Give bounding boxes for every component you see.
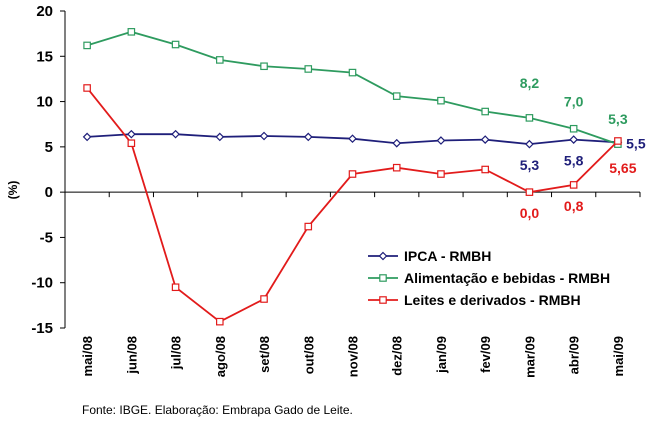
data-label: 5,3 [520,157,540,173]
x-tick-label: fev/09 [478,336,493,373]
data-label: 5,3 [608,111,628,127]
data-point [171,129,180,139]
data-point [126,129,136,139]
y-tick-label: 20 [36,3,53,20]
x-tick-label: out/08 [301,336,316,374]
x-tick-label: mai/08 [80,336,95,376]
data-point [171,40,180,49]
data-point [304,222,313,231]
data-point [614,137,622,145]
data-point [304,65,313,73]
x-tick-label: set/08 [257,336,272,373]
data-point [480,135,490,144]
data-point [216,56,224,64]
legend-marker [378,251,388,261]
y-tick-label: 10 [36,94,53,111]
y-tick-label: -15 [31,320,53,337]
data-label: 0,0 [520,205,540,221]
data-point [83,41,91,50]
data-label: 5,8 [564,153,584,169]
data-point [259,131,269,141]
legend-label: IPCA - RMBH [404,248,491,264]
x-tick-label: abr/09 [567,336,582,374]
data-point [481,107,489,116]
data-point [260,295,268,303]
x-tick-label: ago/08 [213,336,228,377]
data-label: 5,5 [626,135,646,151]
x-tick-label: mar/09 [522,336,537,378]
data-point [481,165,489,174]
data-point [569,135,579,144]
data-point [392,92,401,100]
data-point [215,132,225,142]
data-label: 0,8 [564,198,584,214]
data-label: 5,65 [609,160,636,176]
data-label: 8,2 [520,75,540,91]
x-tick-label: nov/08 [346,336,361,377]
data-point [83,84,91,92]
x-tick-label: jun/08 [124,336,139,375]
x-tick-label: jul/08 [169,336,184,370]
legend-label: Alimentação e bebidas - RMBH [404,270,610,286]
x-tick-label: dez/08 [390,336,405,376]
y-tick-label: 0 [45,184,53,201]
source-note: Fonte: IBGE. Elaboração: Embrapa Gado de… [82,403,353,417]
data-point [127,28,136,36]
data-point [436,136,446,145]
data-point [260,62,268,71]
data-point [216,317,224,326]
y-tick-label: 5 [45,139,53,156]
data-point [525,139,534,149]
y-tick-label: -10 [31,275,53,292]
data-point [127,139,136,148]
data-point [303,132,313,142]
data-point [348,134,357,144]
data-point [348,68,357,77]
x-tick-label: jan/09 [434,336,449,374]
data-point [569,124,578,133]
y-axis-title: (%) [6,181,20,200]
x-tick-label: mai/09 [611,336,626,376]
y-tick-label: 15 [36,48,53,65]
data-point [348,170,357,178]
data-point [525,114,534,122]
data-point [437,96,445,105]
data-point [392,138,402,148]
legend-label: Leites e derivados - RMBH [404,292,581,308]
legend-marker [379,274,387,282]
data-point [525,188,534,196]
data-point [82,132,92,142]
data-point [437,170,445,178]
data-point [392,163,401,172]
legend-marker [379,296,387,304]
data-point [171,283,180,292]
data-point [569,181,578,189]
data-label: 7,0 [564,94,584,110]
y-tick-label: -5 [40,229,53,246]
